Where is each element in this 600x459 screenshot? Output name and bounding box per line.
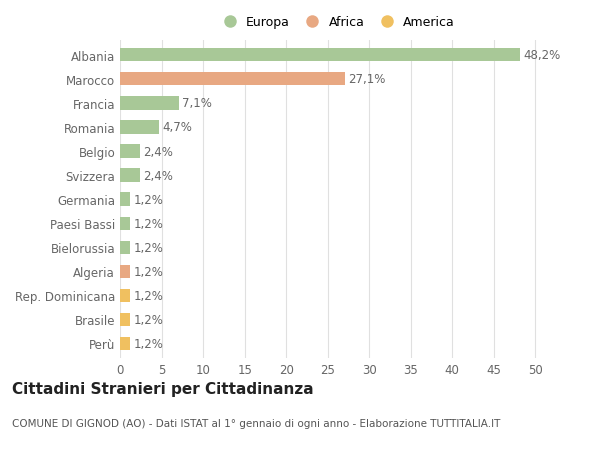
Bar <box>120 97 179 110</box>
Text: 1,2%: 1,2% <box>133 265 163 278</box>
Text: 1,2%: 1,2% <box>133 289 163 302</box>
Text: 2,4%: 2,4% <box>143 145 173 158</box>
Bar <box>120 49 520 62</box>
Bar <box>120 337 130 350</box>
Text: Cittadini Stranieri per Cittadinanza: Cittadini Stranieri per Cittadinanza <box>12 381 314 396</box>
Bar <box>120 121 159 134</box>
Text: 1,2%: 1,2% <box>133 193 163 206</box>
Text: 2,4%: 2,4% <box>143 169 173 182</box>
Text: 1,2%: 1,2% <box>133 313 163 326</box>
Bar <box>120 193 130 206</box>
Bar <box>120 73 345 86</box>
Bar <box>120 265 130 278</box>
Text: COMUNE DI GIGNOD (AO) - Dati ISTAT al 1° gennaio di ogni anno - Elaborazione TUT: COMUNE DI GIGNOD (AO) - Dati ISTAT al 1°… <box>12 418 500 428</box>
Text: 1,2%: 1,2% <box>133 241 163 254</box>
Text: 7,1%: 7,1% <box>182 97 212 110</box>
Text: 4,7%: 4,7% <box>163 121 192 134</box>
Text: 48,2%: 48,2% <box>524 49 561 62</box>
Bar <box>120 241 130 254</box>
Bar <box>120 145 140 158</box>
Text: 1,2%: 1,2% <box>133 337 163 350</box>
Bar <box>120 217 130 230</box>
Text: 27,1%: 27,1% <box>349 73 386 86</box>
Bar <box>120 313 130 326</box>
Legend: Europa, Africa, America: Europa, Africa, America <box>217 16 455 29</box>
Text: 1,2%: 1,2% <box>133 217 163 230</box>
Bar <box>120 289 130 302</box>
Bar <box>120 169 140 182</box>
